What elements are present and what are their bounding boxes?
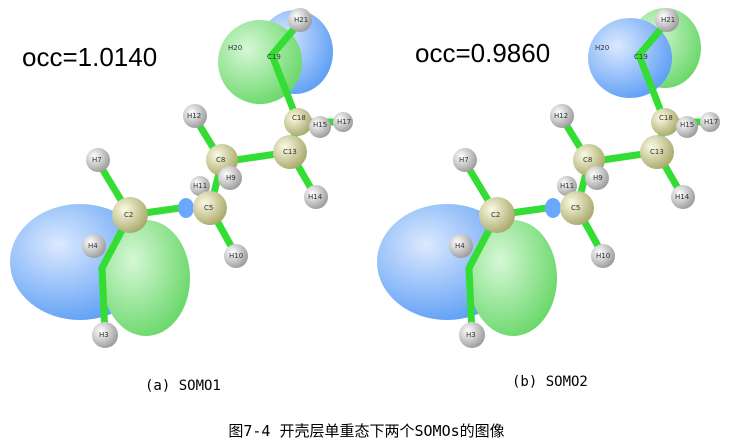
atom-label-c2: C2 — [124, 211, 133, 219]
atom-label-c8: C8 — [216, 156, 225, 164]
atom-label-c13: C13 — [650, 148, 664, 156]
atom-label-h15: H15 — [680, 121, 694, 129]
atom-label-h17: H17 — [337, 118, 351, 126]
panel-somo2: H21 H20 C19 C18 H15 H17 C13 H14 H12 C8 H… — [367, 0, 733, 390]
atom-label-h17: H17 — [704, 118, 718, 126]
atom-label-c5: C5 — [204, 204, 213, 212]
figure-caption: 图7-4 开壳层单重态下两个SOMOs的图像 — [228, 422, 505, 440]
atom-label-c19: C19 — [634, 53, 648, 61]
atom-label-h11: H11 — [560, 182, 574, 190]
occupancy-value: occ=0.9860 — [415, 38, 551, 68]
atom-label-c13: C13 — [283, 148, 297, 156]
atom-label-h21: H21 — [661, 16, 675, 24]
orbital-lobe-bottom-front — [469, 220, 557, 336]
atom-label-h12: H12 — [187, 112, 201, 120]
panel-somo1: H21 H20 C19 C18 H15 H17 C13 H14 H12 C8 H… — [0, 0, 366, 394]
panel-label: (a) SOMO1 — [145, 378, 221, 394]
atom-label-h14: H14 — [308, 193, 323, 201]
molecule-render-somo2: H21 H20 C19 C18 H15 H17 C13 H14 H12 C8 H… — [377, 8, 720, 348]
atom-label-h10: H10 — [596, 252, 610, 260]
atom-label-c19: C19 — [267, 53, 281, 61]
atom-label-h7: H7 — [459, 156, 469, 164]
atom-label-h7: H7 — [92, 156, 102, 164]
atom-label-h15: H15 — [313, 121, 327, 129]
panel-label: (b) SOMO2 — [512, 374, 588, 390]
atom-label-h3: H3 — [99, 331, 109, 339]
atom-label-h20: H20 — [228, 44, 242, 52]
atom-label-h4: H4 — [88, 242, 98, 250]
atom-label-h9: H9 — [226, 174, 236, 182]
atom-label-h21: H21 — [294, 16, 308, 24]
atom-label-h20: H20 — [595, 44, 609, 52]
atom-label-h10: H10 — [229, 252, 243, 260]
atoms — [82, 8, 353, 348]
atom-label-h12: H12 — [554, 112, 568, 120]
atom-label-c16: C18 — [659, 114, 673, 122]
orbital-small-lobe — [545, 198, 561, 218]
atom-label-c5: C5 — [571, 204, 580, 212]
occupancy-value: occ=1.0140 — [22, 42, 158, 72]
atoms — [449, 8, 720, 348]
atom-label-h14: H14 — [675, 193, 690, 201]
atom-label-c18: C18 — [292, 114, 306, 122]
atom-label-h3: H3 — [466, 331, 476, 339]
atom-label-h11: H11 — [193, 182, 207, 190]
atom-label-c8: C8 — [583, 156, 592, 164]
atom-label-c2: C2 — [491, 211, 500, 219]
orbital-small-lobe — [178, 198, 194, 218]
atom-label-h4: H4 — [455, 242, 465, 250]
orbital-lobe-bottom-front — [102, 220, 190, 336]
atom-label-h9: H9 — [593, 174, 603, 182]
molecule-render-somo1: H21 H20 C19 C18 H15 H17 C13 H14 H12 C8 H… — [10, 8, 353, 348]
